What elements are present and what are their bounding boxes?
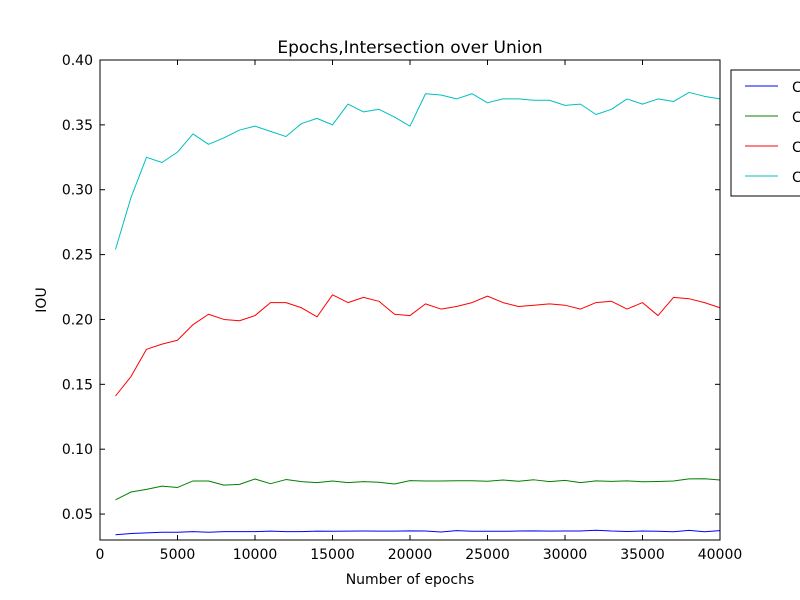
x-tick-label: 5000	[160, 547, 196, 563]
y-tick-label: 0.15	[62, 377, 93, 393]
x-tick-label: 10000	[233, 547, 278, 563]
y-tick-label: 0.40	[62, 53, 93, 69]
x-tick-label: 0	[96, 547, 105, 563]
y-tick-label: 0.10	[62, 442, 93, 458]
x-tick-label: 25000	[465, 547, 510, 563]
x-tick-label: 35000	[620, 547, 665, 563]
y-tick-label: 0.35	[62, 118, 93, 134]
x-axis-title: Number of epochs	[346, 572, 475, 588]
x-tick-label: 15000	[310, 547, 355, 563]
legend-label-2: C	[792, 110, 800, 126]
legend-label-1: C	[792, 80, 800, 96]
series-layer	[115, 91, 721, 536]
y-tick-label: 0.20	[62, 312, 93, 328]
x-axis: 0 5000 10000 15000 20000 25000 30000 35000 40000	[96, 60, 743, 563]
series-line-2	[115, 478, 721, 501]
legend-label-4: C	[792, 170, 800, 186]
series-line-4	[115, 91, 721, 250]
x-tick-label: 30000	[543, 547, 588, 563]
x-tick-label: 40000	[698, 547, 743, 563]
legend-label-3: C	[792, 140, 800, 156]
legend-box	[730, 69, 800, 197]
chart-title: Epochs,Intersection over Union	[277, 38, 542, 58]
plot-frame	[99, 59, 721, 541]
y-tick-label: 0.25	[62, 248, 93, 264]
x-tick-label: 20000	[388, 547, 433, 563]
y-axis-title: IOU	[34, 287, 50, 312]
series-line-1	[115, 529, 721, 536]
y-tick-label: 0.30	[62, 183, 93, 199]
y-axis: 0.05 0.10 0.15 0.20 0.25 0.30 0.35 0.40	[62, 53, 720, 523]
y-tick-label: 0.05	[62, 507, 93, 523]
series-line-3	[115, 294, 721, 397]
